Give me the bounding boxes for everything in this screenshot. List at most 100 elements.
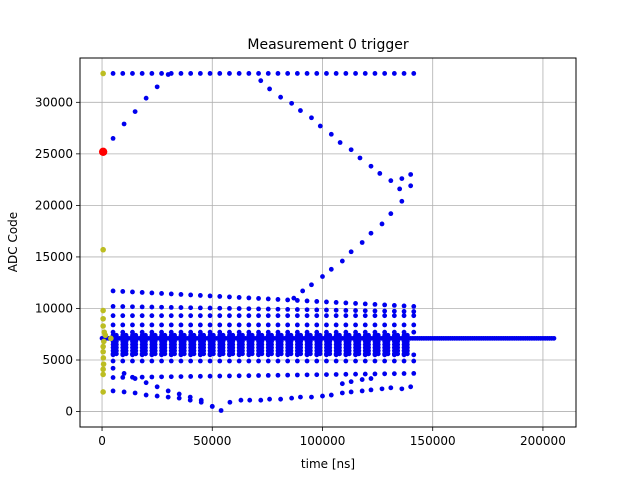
data-point xyxy=(178,313,184,319)
pretrigger-point xyxy=(100,323,106,329)
data-point xyxy=(139,290,145,295)
data-point xyxy=(285,322,291,328)
data-point xyxy=(123,332,129,338)
data-point xyxy=(275,306,281,312)
data-point xyxy=(217,305,223,311)
data-point xyxy=(551,335,557,341)
data-point xyxy=(356,332,362,338)
ticks: 0 50000 100000 150000 200000 0 5000 10000 15000 2… xyxy=(35,95,566,448)
data-point xyxy=(267,86,272,92)
y-tick-label: 30000 xyxy=(35,95,73,109)
data-point xyxy=(149,71,155,76)
data-point xyxy=(236,373,242,379)
data-point xyxy=(294,298,300,303)
data-point xyxy=(197,313,203,319)
data-point xyxy=(307,332,313,338)
data-point xyxy=(294,313,300,319)
data-point xyxy=(110,304,116,309)
data-point xyxy=(294,322,300,328)
data-point xyxy=(198,397,204,403)
data-point xyxy=(121,121,127,127)
data-point xyxy=(159,358,164,364)
data-point xyxy=(328,392,334,398)
data-point xyxy=(236,313,242,319)
data-point xyxy=(333,358,339,364)
data-point xyxy=(120,322,126,328)
data-point xyxy=(154,84,160,90)
data-point xyxy=(401,371,407,376)
data-point xyxy=(236,306,242,311)
data-point xyxy=(227,358,232,364)
data-point xyxy=(227,294,232,300)
data-point xyxy=(375,332,381,338)
data-point xyxy=(324,313,329,319)
data-point xyxy=(309,394,314,400)
data-point xyxy=(372,71,378,76)
data-point xyxy=(399,386,405,392)
data-point xyxy=(256,358,261,364)
pretrigger-point xyxy=(102,332,109,339)
data-point xyxy=(217,313,223,319)
data-point xyxy=(324,358,329,364)
data-point xyxy=(168,313,174,319)
data-point xyxy=(382,302,388,308)
data-point xyxy=(348,389,354,395)
data-point xyxy=(324,307,329,313)
y-tick-label: 15000 xyxy=(35,250,73,264)
data-point xyxy=(207,313,213,319)
data-point xyxy=(218,408,224,413)
data-point xyxy=(285,332,291,338)
data-point xyxy=(120,313,126,319)
data-point xyxy=(178,358,184,364)
data-point xyxy=(314,307,320,313)
data-point xyxy=(382,308,388,314)
data-point xyxy=(265,71,271,76)
data-point xyxy=(278,396,284,402)
data-point xyxy=(372,358,378,364)
data-point xyxy=(238,397,244,403)
data-point xyxy=(207,332,213,338)
data-point xyxy=(362,371,368,377)
data-point xyxy=(143,332,148,338)
data-point xyxy=(324,322,329,328)
data-point xyxy=(209,403,215,409)
data-point xyxy=(176,395,182,401)
data-point xyxy=(197,332,203,338)
data-point xyxy=(391,308,397,314)
data-point xyxy=(411,358,417,364)
pretrigger-point xyxy=(100,366,106,373)
data-point xyxy=(314,358,320,364)
data-point xyxy=(247,397,253,403)
data-point xyxy=(395,332,401,338)
data-point xyxy=(328,131,334,137)
data-point xyxy=(275,71,281,76)
pretrigger-point xyxy=(100,355,107,361)
pretrigger-point xyxy=(100,348,106,355)
data-point xyxy=(362,308,368,314)
data-point xyxy=(294,307,300,312)
data-point xyxy=(159,304,164,310)
x-tick-label: 150000 xyxy=(410,434,456,448)
data-point xyxy=(382,358,388,364)
data-point xyxy=(401,303,407,309)
data-point xyxy=(391,371,397,377)
data-point xyxy=(391,303,397,308)
data-point xyxy=(188,332,194,338)
data-point xyxy=(217,294,223,299)
data-point xyxy=(368,230,374,236)
data-point xyxy=(362,71,368,76)
data-point xyxy=(168,332,174,338)
data-point xyxy=(379,386,385,392)
data-point xyxy=(256,373,261,378)
data-point xyxy=(278,332,284,338)
data-point xyxy=(304,298,310,304)
data-point xyxy=(275,358,281,364)
data-point xyxy=(159,322,164,328)
data-point xyxy=(217,358,223,364)
data-point xyxy=(236,332,242,338)
data-point xyxy=(113,332,119,338)
data-point xyxy=(388,178,394,184)
data-point xyxy=(149,322,155,328)
data-point xyxy=(399,198,405,204)
data-point xyxy=(168,305,174,310)
